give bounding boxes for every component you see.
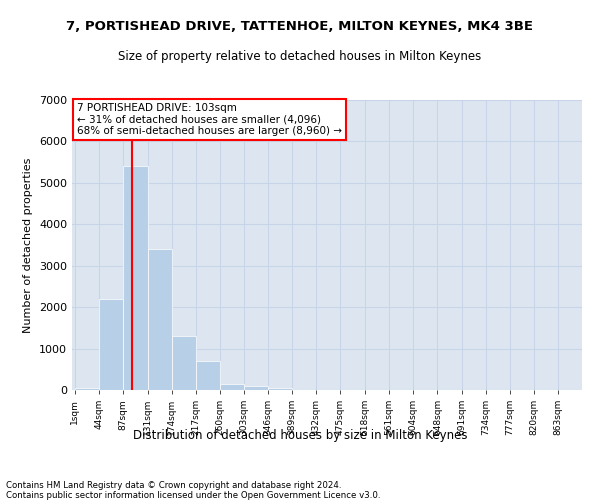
Bar (220, 384, 244, 390)
Bar (244, 386, 268, 390)
Text: Contains public sector information licensed under the Open Government Licence v3: Contains public sector information licen… (6, 491, 380, 500)
Text: Contains HM Land Registry data © Crown copyright and database right 2024.: Contains HM Land Registry data © Crown c… (6, 481, 341, 490)
Bar (75, 388, 99, 390)
Bar (148, 249, 172, 390)
Bar (172, 336, 196, 390)
Y-axis label: Number of detached properties: Number of detached properties (23, 158, 34, 332)
Text: Distribution of detached houses by size in Milton Keynes: Distribution of detached houses by size … (133, 428, 467, 442)
Text: 7 PORTISHEAD DRIVE: 103sqm
← 31% of detached houses are smaller (4,096)
68% of s: 7 PORTISHEAD DRIVE: 103sqm ← 31% of deta… (77, 103, 342, 136)
Bar (123, 166, 148, 390)
Bar (196, 361, 220, 390)
Text: 7, PORTISHEAD DRIVE, TATTENHOE, MILTON KEYNES, MK4 3BE: 7, PORTISHEAD DRIVE, TATTENHOE, MILTON K… (67, 20, 533, 33)
Bar (268, 388, 292, 390)
Bar (99, 299, 123, 390)
Text: Size of property relative to detached houses in Milton Keynes: Size of property relative to detached ho… (118, 50, 482, 63)
